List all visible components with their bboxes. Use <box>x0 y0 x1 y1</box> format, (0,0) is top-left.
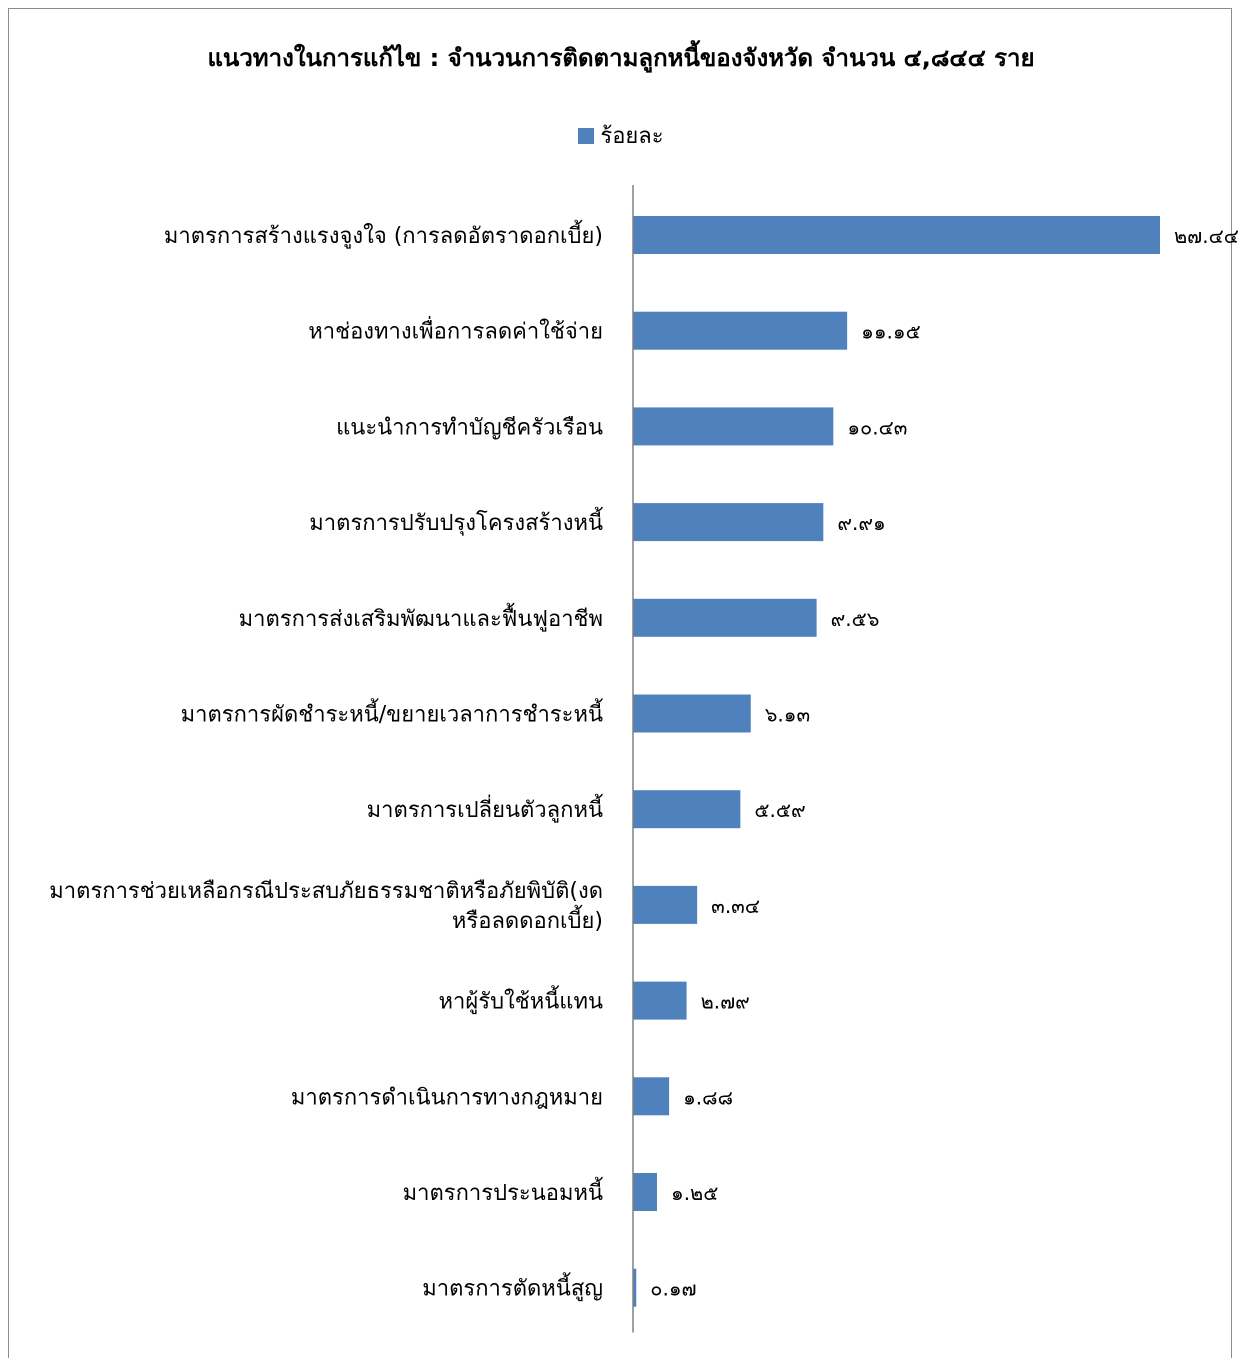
category-label: มาตรการสร้างแรงจูงใจ (การลดอัตราดอกเบี้ย… <box>164 220 603 249</box>
category-label: มาตรการส่งเสริมพัฒนาและฟื้นฟูอาชีพ <box>239 603 603 632</box>
bar <box>633 503 824 542</box>
data-label: ๕.๕๙ <box>754 798 805 822</box>
category-label: มาตรการเปลี่ยนตัวลูกหนี้ <box>367 794 604 823</box>
bar <box>633 1077 670 1116</box>
legend-label: ร้อยละ <box>600 124 664 149</box>
bar <box>633 598 817 637</box>
bar <box>633 694 751 733</box>
data-label: ๑.๒๕ <box>671 1181 718 1205</box>
data-label: ๑๐.๔๓ <box>847 415 907 439</box>
data-label: ๓.๓๔ <box>711 894 760 918</box>
bar <box>633 311 848 350</box>
category-label: หาช่องทางเพื่อการลดค่าใช้จ่าย <box>308 316 603 345</box>
category-label: มาตรการตัดหนี้สูญ <box>422 1273 603 1302</box>
category-label: มาตรการปรับปรุงโครงสร้างหนี้ <box>309 507 603 536</box>
legend: ร้อยละ <box>0 118 1242 153</box>
data-label: ๒๗.๔๔ <box>1174 224 1239 248</box>
chart-title: แนวทางในการแก้ไข : จำนวนการติดตามลูกหนี้… <box>207 44 1035 72</box>
bar <box>633 1173 658 1211</box>
bar <box>633 885 698 924</box>
data-label: ๐.๑๗ <box>650 1277 696 1301</box>
data-label: ๖.๑๓ <box>765 703 810 727</box>
data-label: ๑.๘๘ <box>683 1085 733 1109</box>
category-label: มาตรการผัดชำระหนี้/ขยายเวลาการชำระหนี้ <box>181 699 604 728</box>
data-label: ๑๑.๑๕ <box>861 320 921 344</box>
category-label: หาผู้รับใช้หนี้แทน <box>439 986 603 1015</box>
chart-frame <box>8 8 1232 1358</box>
data-label: ๒.๗๙ <box>701 990 750 1014</box>
data-label: ๙.๙๑ <box>837 511 885 535</box>
category-label: แนะนำการทำบัญชีครัวเรือน <box>336 415 603 440</box>
category-label: มาตรการดำเนินการทางกฎหมาย <box>291 1085 603 1110</box>
bar <box>633 981 687 1020</box>
bar <box>633 407 834 446</box>
legend-swatch <box>578 127 595 144</box>
bar <box>633 216 1160 254</box>
bar <box>633 1268 637 1307</box>
data-label: ๙.๕๖ <box>831 607 880 631</box>
category-label: มาตรการช่วยเหลือกรณีประสบภัยธรรมชาติหรือ… <box>49 879 603 934</box>
bar <box>633 790 741 829</box>
category-label: มาตรการประนอมหนี้ <box>403 1177 604 1206</box>
